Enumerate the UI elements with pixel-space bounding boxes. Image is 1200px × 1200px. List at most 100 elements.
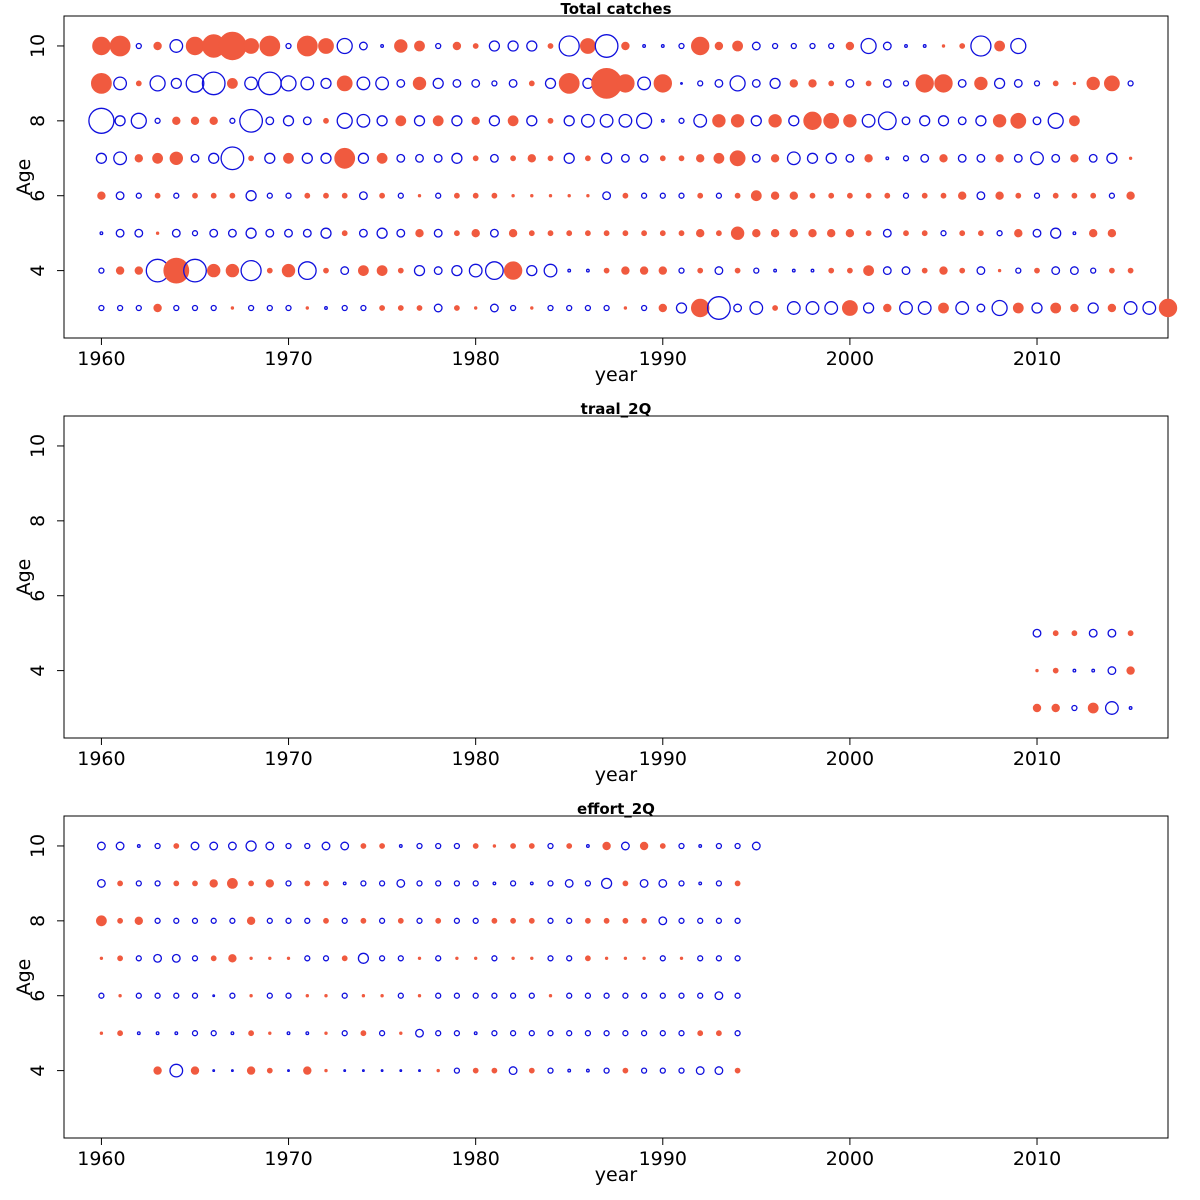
residual-bubble — [185, 36, 205, 56]
residual-bubble — [229, 192, 236, 199]
residual-bubble — [594, 34, 619, 58]
x-axis: 1960 1970 1980 1990 2000 2010 — [77, 738, 1061, 770]
residual-bubble — [752, 228, 761, 238]
residual-bubble — [678, 267, 685, 274]
residual-bubble — [336, 75, 353, 92]
residual-bubble — [547, 43, 554, 49]
residual-bubble — [489, 153, 499, 163]
residual-bubble — [1052, 192, 1059, 199]
residual-bubble — [358, 228, 368, 238]
residual-bubble — [623, 306, 628, 310]
residual-bubble — [1090, 267, 1097, 274]
residual-bubble — [435, 917, 442, 924]
residual-bubble — [823, 112, 840, 129]
residual-bubble — [115, 266, 125, 275]
residual-bubble — [210, 1030, 217, 1037]
residual-bubble — [845, 78, 855, 88]
residual-bubble — [396, 78, 406, 88]
residual-bubble — [206, 263, 221, 278]
residual-bubble — [620, 153, 630, 163]
residual-bubble — [714, 991, 724, 1001]
residual-bubble — [526, 264, 538, 277]
x-tick-label: 1990 — [639, 1148, 687, 1170]
residual-bubble — [302, 228, 312, 238]
residual-bubble — [862, 302, 875, 314]
x-tick-label: 1990 — [639, 348, 687, 370]
residual-bubble — [585, 268, 590, 273]
residual-bubble — [285, 992, 292, 999]
residual-bubble — [451, 152, 463, 164]
residual-bubble — [992, 114, 1007, 128]
residual-bubble — [847, 192, 853, 199]
residual-bubble — [1127, 630, 1134, 637]
y-tick-label: 8 — [27, 115, 49, 127]
residual-bubble — [201, 71, 226, 96]
residual-bubble — [847, 267, 853, 274]
residual-bubble — [323, 192, 329, 199]
residual-bubble — [416, 917, 423, 924]
residual-bubble — [1015, 267, 1022, 274]
residual-bubble — [287, 1069, 290, 1073]
residual-bubble — [397, 192, 404, 199]
residual-bubble — [995, 191, 1004, 200]
residual-bubble — [228, 954, 237, 963]
residual-bubble — [901, 266, 911, 276]
residual-bubble — [453, 842, 461, 850]
residual-bubble — [618, 113, 633, 128]
residual-bubble — [509, 304, 517, 312]
residual-bubble — [941, 44, 946, 48]
residual-bubble — [489, 228, 499, 238]
residual-bubble — [883, 303, 892, 313]
residual-bubble — [1051, 266, 1061, 276]
residual-bubble — [566, 992, 573, 999]
residual-bubble — [696, 228, 705, 238]
residual-bubble — [149, 75, 166, 92]
residual-bubble — [603, 917, 610, 924]
x-tick-label: 2010 — [1013, 1148, 1061, 1170]
panel-total-catches: Total catches 4 6 8 10 1960 1970 1980 1990 2000… — [13, 0, 1178, 386]
residual-bubble — [436, 1068, 440, 1073]
residual-bubble — [511, 193, 515, 198]
residual-bubble — [171, 228, 181, 238]
residual-bubble — [640, 304, 648, 312]
residual-bubble — [958, 191, 967, 200]
residual-bubble — [471, 228, 480, 238]
residual-bubble — [658, 266, 667, 275]
residual-bubble — [304, 192, 311, 199]
residual-bubble — [394, 39, 408, 53]
residual-bubble — [547, 880, 554, 887]
residual-bubble — [435, 842, 442, 850]
residual-bubble — [585, 155, 591, 162]
residual-bubble — [1012, 302, 1024, 314]
residual-bubble — [472, 880, 479, 887]
residual-bubble — [1090, 192, 1097, 199]
residual-bubble — [286, 956, 291, 960]
residual-bubble — [715, 955, 723, 962]
residual-bubble — [827, 228, 836, 238]
residual-bubble — [955, 301, 970, 315]
residual-bubble — [547, 117, 554, 124]
residual-bubble — [265, 116, 275, 126]
residual-bubble — [558, 35, 580, 57]
bubbles — [88, 31, 1178, 320]
residual-bubble — [770, 154, 780, 163]
residual-bubble — [715, 880, 723, 887]
residual-bubble — [902, 192, 910, 199]
residual-bubble — [135, 992, 142, 999]
residual-bubble — [1010, 112, 1027, 129]
residual-bubble — [528, 1067, 535, 1074]
residual-bubble — [622, 992, 629, 999]
residual-bubble — [304, 842, 311, 850]
residual-bubble — [641, 917, 647, 924]
residual-bubble — [1032, 116, 1042, 126]
residual-bubble — [1142, 301, 1157, 315]
residual-bubble — [678, 880, 685, 887]
residual-bubble — [751, 78, 761, 88]
residual-bubble — [484, 261, 504, 281]
residual-bubble — [882, 78, 892, 88]
residual-bubble — [621, 41, 630, 51]
residual-bubble — [1013, 78, 1023, 88]
residual-bubble — [336, 37, 353, 55]
residual-bubble — [191, 1030, 199, 1037]
residual-bubble — [1070, 154, 1079, 163]
